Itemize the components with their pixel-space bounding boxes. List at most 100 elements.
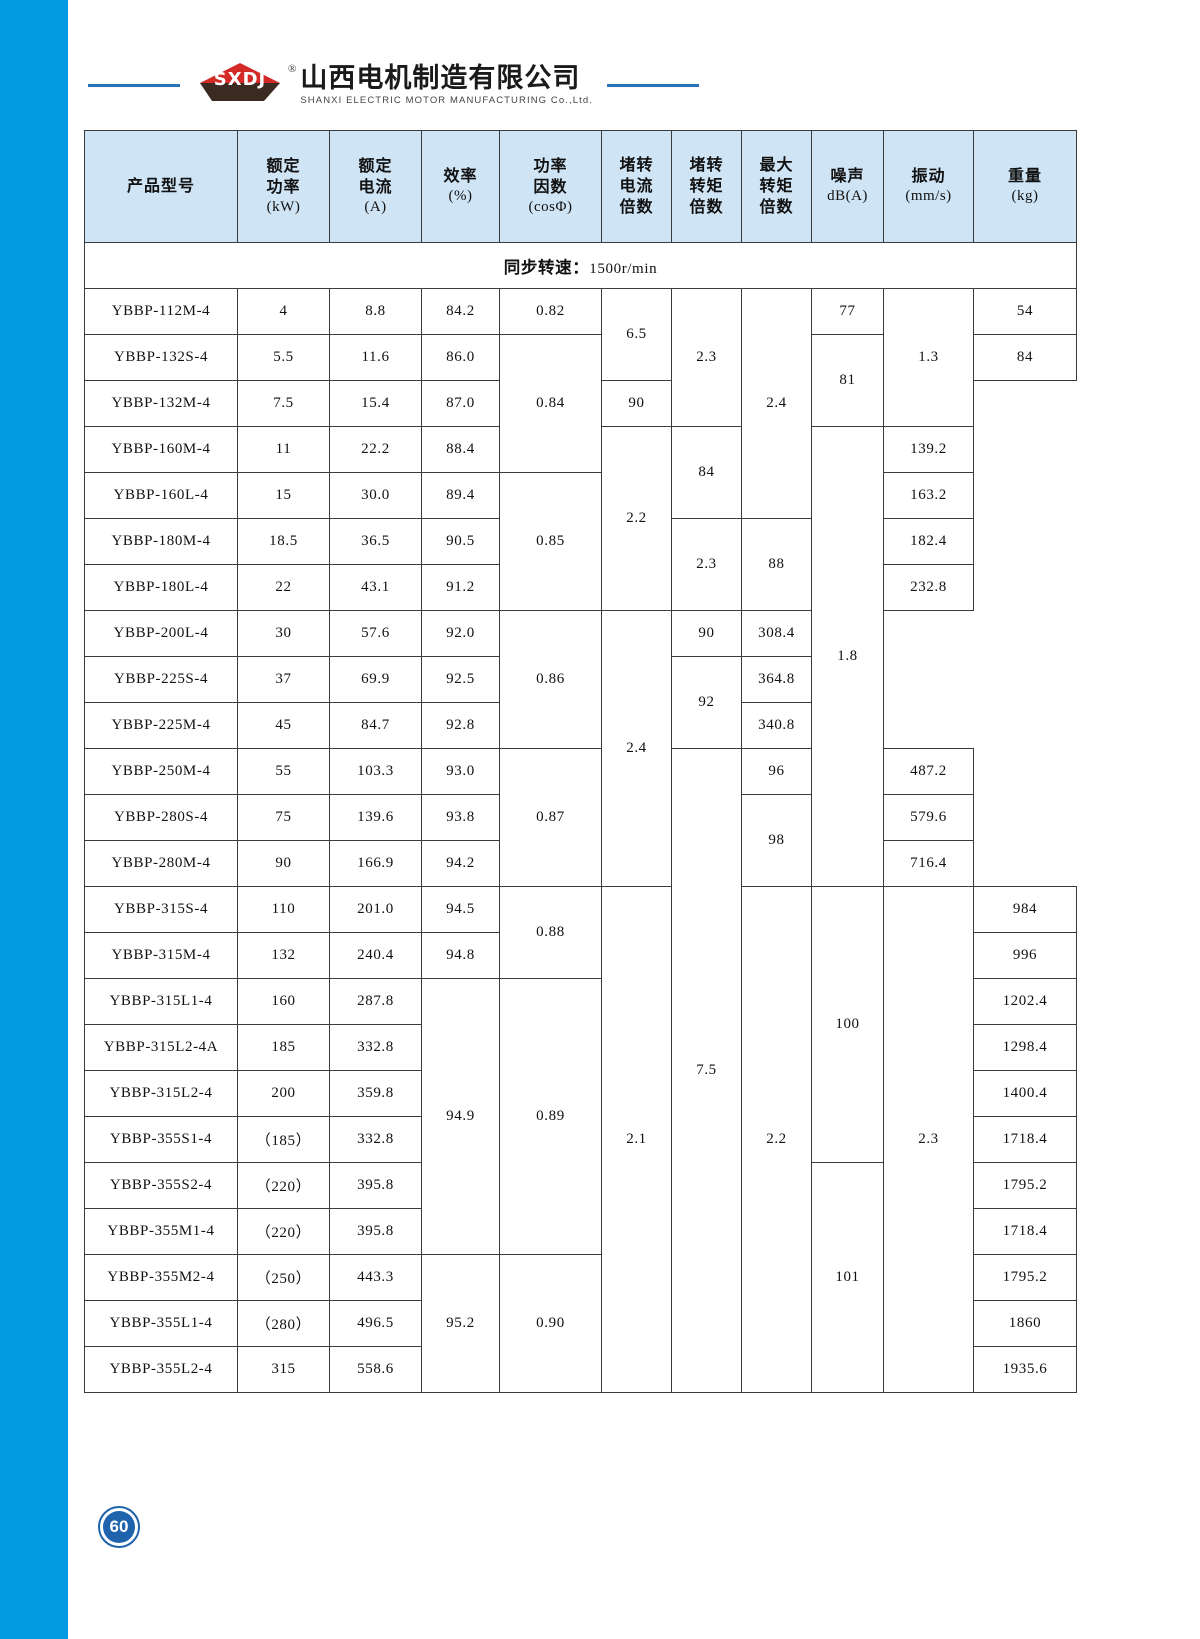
cell-power-factor: 0.82 — [499, 288, 602, 335]
cell-power: 200 — [237, 1070, 330, 1117]
cell-power-factor: 0.89 — [499, 978, 602, 1255]
cell-current: 395.8 — [329, 1208, 422, 1255]
cell-model: YBBP-355L2-4 — [84, 1346, 238, 1393]
cell-power: 37 — [237, 656, 330, 703]
col-header-stall-torque-ratio: 堵转 转矩 倍数 — [671, 130, 742, 243]
cell-noise: 96 — [741, 748, 812, 795]
table-row: YBBP-355S1-4 （185） 332.8 1718.4 — [84, 1116, 1077, 1163]
col-header-efficiency: 效率 (%) — [421, 130, 500, 243]
cell-efficiency: 90.5 — [421, 518, 500, 565]
cell-current: 11.6 — [329, 334, 422, 381]
cell-power: 15 — [237, 472, 330, 519]
col-header-rated-power: 额定 功率 (kW) — [237, 130, 330, 243]
table-row: YBBP-112M-4 4 8.8 84.2 0.82 6.5 2.3 2.4 … — [84, 288, 1077, 519]
cell-stall-current: 7.5 — [671, 748, 742, 1393]
cell-power: （220） — [237, 1162, 330, 1209]
table-row: YBBP-160L-4 15 30.0 89.4 0.85 163.2 — [84, 472, 1077, 611]
cell-current: 443.3 — [329, 1254, 422, 1301]
cell-weight: 1718.4 — [973, 1116, 1077, 1163]
cell-model: YBBP-160M-4 — [84, 426, 238, 473]
table-row: YBBP-180M-4 18.5 36.5 90.5 2.3 88 182.4 — [84, 518, 1077, 611]
cell-model: YBBP-200L-4 — [84, 610, 238, 657]
cell-power: 45 — [237, 702, 330, 749]
cell-noise: 98 — [741, 794, 812, 887]
col-header-stall-torque-l3: 倍数 — [689, 196, 724, 216]
col-header-max-torque-l2: 转矩 — [759, 176, 794, 196]
cell-efficiency: 93.0 — [421, 748, 500, 795]
cell-model: YBBP-315S-4 — [84, 886, 238, 933]
cell-current: 57.6 — [329, 610, 422, 657]
col-header-model: 产品型号 — [84, 130, 238, 243]
cell-current: 395.8 — [329, 1162, 422, 1209]
cell-weight: 232.8 — [883, 564, 974, 611]
cell-model: YBBP-355M2-4 — [84, 1254, 238, 1301]
cell-power: 185 — [237, 1024, 330, 1071]
cell-weight: 54 — [973, 288, 1077, 335]
col-header-stall-torque-l1: 堵转 — [689, 155, 724, 175]
cell-max-torque: 2.2 — [741, 886, 812, 1393]
col-header-power-factor-l2: 因数 — [533, 176, 568, 196]
sync-speed-value: 1500r/min — [589, 260, 658, 277]
cell-stall-torque: 2.2 — [601, 426, 672, 611]
sync-speed-cell: 同步转速：1500r/min — [84, 242, 1077, 289]
col-header-vibration-unit: (mm/s) — [905, 188, 952, 205]
table-row: YBBP-315L2-4A 185 332.8 1298.4 — [84, 1024, 1077, 1071]
page-number-badge: 60 — [98, 1506, 140, 1548]
cell-weight: 1795.2 — [973, 1254, 1077, 1301]
registered-trademark-icon: ® — [288, 63, 297, 75]
cell-weight: 308.4 — [741, 610, 812, 657]
cell-power: 18.5 — [237, 518, 330, 565]
table-row: YBBP-160M-4 11 22.2 88.4 2.2 84 1.8 139.… — [84, 426, 1077, 887]
cell-weight: 1795.2 — [973, 1162, 1077, 1209]
cell-current: 496.5 — [329, 1300, 422, 1347]
cell-efficiency: 94.8 — [421, 932, 500, 979]
cell-current: 201.0 — [329, 886, 422, 933]
cell-stall-torque: 2.3 — [671, 288, 742, 427]
cell-current: 30.0 — [329, 472, 422, 519]
cell-efficiency: 94.9 — [421, 978, 500, 1255]
cell-power: 30 — [237, 610, 330, 657]
col-header-stall-current-l3: 倍数 — [619, 196, 654, 216]
col-header-efficiency-unit: (%) — [448, 188, 473, 205]
cell-efficiency: 88.4 — [421, 426, 500, 473]
motor-spec-table: 产品型号 额定 功率 (kW) 额定 电流 (A) 效率 (%) 功率 — [84, 130, 1077, 1393]
table-row: YBBP-315S-4 110 201.0 94.5 0.88 2.1 2.2 … — [84, 886, 1077, 1393]
col-header-rated-power-l1: 额定 — [266, 155, 301, 175]
table-row: YBBP-315L1-4 160 287.8 94.9 0.89 1202.4 — [84, 978, 1077, 1255]
cell-weight: 1298.4 — [973, 1024, 1077, 1071]
cell-weight: 139.2 — [883, 426, 974, 473]
cell-model: YBBP-315L1-4 — [84, 978, 238, 1025]
col-header-rated-current-unit: (A) — [364, 198, 387, 215]
cell-model: YBBP-250M-4 — [84, 748, 238, 795]
table-row: YBBP-355L1-4 （280） 496.5 1860 — [84, 1300, 1077, 1347]
cell-current: 240.4 — [329, 932, 422, 979]
col-header-vibration: 振动 (mm/s) — [883, 130, 974, 243]
cell-weight: 1400.4 — [973, 1070, 1077, 1117]
cell-noise: 101 — [811, 1162, 884, 1393]
cell-current: 69.9 — [329, 656, 422, 703]
cell-efficiency: 86.0 — [421, 334, 500, 381]
cell-power: 7.5 — [237, 380, 330, 427]
cell-efficiency: 87.0 — [421, 380, 500, 427]
cell-model: YBBP-225S-4 — [84, 656, 238, 703]
cell-max-torque: 2.4 — [601, 610, 672, 887]
cell-vibration: 2.3 — [883, 886, 974, 1393]
cell-power: 4 — [237, 288, 330, 335]
cell-noise: 81 — [811, 334, 884, 427]
table-row: YBBP-355L2-4 315 558.6 1935.6 — [84, 1346, 1077, 1393]
col-header-power-factor-l1: 功率 — [533, 155, 568, 175]
cell-current: 139.6 — [329, 794, 422, 841]
col-header-efficiency-l1: 效率 — [443, 166, 478, 186]
cell-model: YBBP-180L-4 — [84, 564, 238, 611]
col-header-max-torque-l3: 倍数 — [759, 196, 794, 216]
sxdj-logo-icon: SXDJ — [198, 61, 282, 109]
cell-noise: 100 — [811, 886, 884, 1163]
cell-weight: 1718.4 — [973, 1208, 1077, 1255]
cell-noise: 92 — [671, 656, 742, 749]
col-header-power-factor-unit: (cosΦ) — [528, 198, 573, 215]
cell-weight: 340.8 — [741, 702, 812, 749]
cell-current: 332.8 — [329, 1116, 422, 1163]
cell-max-torque: 2.4 — [741, 288, 812, 519]
col-header-power-factor: 功率 因数 (cosΦ) — [499, 130, 602, 243]
cell-stall-current: 6.5 — [601, 288, 672, 381]
